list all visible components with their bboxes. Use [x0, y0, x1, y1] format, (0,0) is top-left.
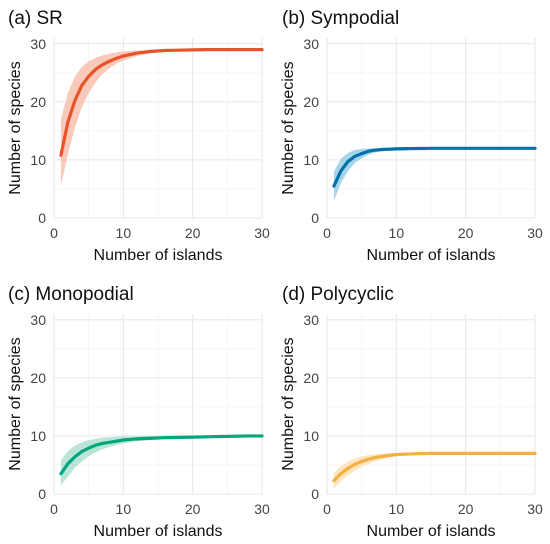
y-tick-label: 0	[38, 486, 46, 502]
x-tick-label: 20	[185, 501, 201, 517]
y-tick-label: 20	[303, 94, 319, 110]
panel-3: 0 10 20 30 0 10 20 30 (c) Monopodial Number of is…	[7, 284, 270, 540]
x-tick-label: 20	[185, 225, 201, 241]
y-tick-label: 30	[303, 312, 319, 328]
y-axis-title: Number of species	[280, 61, 297, 194]
x-tick-label: 0	[323, 225, 331, 241]
x-tick-label: 30	[527, 225, 543, 241]
confidence-band	[333, 148, 535, 201]
panel-1: 0 10 20 30 0 10 20 30 (a) SR Number of islands Num…	[7, 8, 270, 264]
x-tick-label: 10	[389, 225, 405, 241]
y-axis-title: Number of species	[7, 337, 24, 470]
x-axis-title: Number of islands	[367, 523, 496, 540]
y-axis-title: Number of species	[280, 337, 297, 470]
y-tick-label: 20	[303, 370, 319, 386]
x-tick-label: 0	[50, 501, 58, 517]
x-axis-title: Number of islands	[94, 247, 223, 264]
gridlines	[326, 38, 536, 219]
x-tick-label: 10	[116, 225, 132, 241]
x-tick-label: 20	[458, 225, 474, 241]
x-axis-title: Number of islands	[94, 523, 223, 540]
y-axis-title: Number of species	[7, 61, 24, 194]
y-tick-label: 20	[30, 94, 46, 110]
y-tick-label: 10	[303, 428, 319, 444]
confidence-band	[333, 453, 535, 489]
panel-title: (c) Monopodial	[8, 284, 134, 305]
series-line	[59, 48, 264, 157]
y-tick-label: 0	[38, 210, 46, 226]
y-tick-label: 10	[303, 152, 319, 168]
panel-title: (b) Sympodial	[282, 8, 399, 29]
y-tick-label: 30	[30, 312, 46, 328]
y-tick-label: 30	[30, 36, 46, 52]
x-tick-label: 30	[527, 501, 543, 517]
x-tick-label: 0	[323, 501, 331, 517]
y-tick-label: 10	[30, 152, 46, 168]
series-line	[332, 451, 537, 483]
x-tick-label: 30	[254, 501, 270, 517]
panel-title: (a) SR	[8, 8, 63, 29]
y-tick-label: 10	[30, 428, 46, 444]
confidence-band	[60, 49, 263, 187]
confidence-band	[60, 435, 263, 486]
x-tick-label: 0	[50, 225, 58, 241]
x-axis-title: Number of islands	[367, 247, 496, 264]
x-tick-label: 30	[254, 225, 270, 241]
x-tick-label: 20	[458, 501, 474, 517]
y-tick-label: 0	[311, 210, 319, 226]
panel-4: 0 10 20 30 0 10 20 30 (d) Polycyclic Number of is…	[280, 284, 543, 540]
y-tick-label: 30	[303, 36, 319, 52]
y-tick-label: 0	[311, 486, 319, 502]
x-tick-label: 10	[389, 501, 405, 517]
series-line	[332, 146, 537, 188]
series-line	[59, 434, 264, 476]
gridlines	[53, 314, 263, 495]
panel-2: 0 10 20 30 0 10 20 30 (b) Sympodial Number of isl…	[280, 8, 543, 264]
x-tick-label: 10	[116, 501, 132, 517]
y-tick-label: 20	[30, 370, 46, 386]
panel-title: (d) Polycyclic	[282, 284, 394, 305]
